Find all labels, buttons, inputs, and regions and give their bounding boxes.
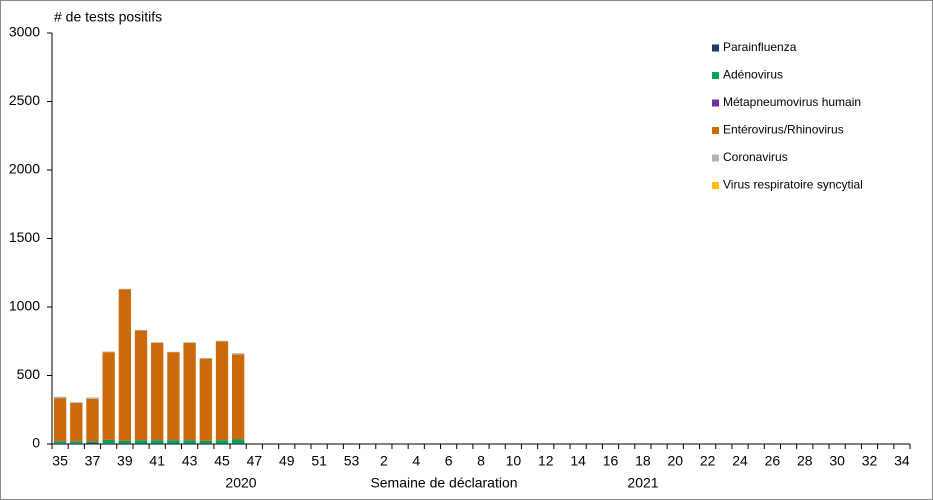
year-label: 2020 <box>225 475 256 491</box>
bar-segment <box>151 342 164 343</box>
bar-segment <box>183 342 196 343</box>
legend-swatch <box>712 44 719 52</box>
x-tick-label: 41 <box>149 453 165 469</box>
bar-segment <box>215 341 229 441</box>
y-axis-title: # de tests positifs <box>54 9 162 25</box>
x-tick-label: 39 <box>117 453 133 469</box>
bar-segment <box>167 440 180 444</box>
x-tick-label: 16 <box>603 453 619 469</box>
legend-label: Métapneumovirus humain <box>723 95 861 109</box>
bar-segment <box>118 288 132 290</box>
x-tick-label: 35 <box>52 453 68 469</box>
bar-segment <box>151 342 164 441</box>
bar-segment <box>53 441 67 444</box>
bar-segment <box>232 353 245 355</box>
x-tick-label: 20 <box>667 453 683 469</box>
x-tick-label: 12 <box>538 453 554 469</box>
legend-label: Parainfluenza <box>723 40 797 54</box>
x-tick-label: 24 <box>732 453 748 469</box>
y-tick-label: 0 <box>32 435 40 451</box>
y-tick-label: 1500 <box>9 229 40 245</box>
bar-segment <box>134 330 148 441</box>
bar-segment <box>151 440 164 444</box>
y-tick-label: 2000 <box>9 161 40 177</box>
x-tick-label: 45 <box>214 453 230 469</box>
x-tick-label: 2 <box>380 453 388 469</box>
x-tick-label: 14 <box>570 453 586 469</box>
x-tick-label: 26 <box>765 453 781 469</box>
bar-segment <box>215 340 229 342</box>
legend-swatch <box>712 127 719 134</box>
legend-label: Entérovirus/Rhinovirus <box>723 123 844 137</box>
bar-segment <box>70 441 83 444</box>
bar-segment <box>102 439 115 444</box>
x-tick-label: 51 <box>311 453 327 469</box>
y-tick-label: 2500 <box>9 92 40 108</box>
bar-segment <box>86 441 99 443</box>
y-tick-label: 1000 <box>9 298 40 314</box>
x-tick-label: 8 <box>477 453 485 469</box>
x-tick-label: 10 <box>506 453 522 469</box>
y-tick-label: 500 <box>17 366 41 382</box>
bar-segment <box>86 398 99 442</box>
x-tick-label: 32 <box>862 453 878 469</box>
bar-segment <box>53 398 67 442</box>
x-tick-label: 4 <box>412 453 420 469</box>
bar-segment <box>183 440 196 444</box>
x-tick-label: 22 <box>700 453 716 469</box>
bar-segment <box>199 358 212 441</box>
y-tick-label: 3000 <box>9 24 40 40</box>
x-tick-label: 47 <box>247 453 263 469</box>
bar-segment <box>70 402 83 403</box>
legend-label: Adénovirus <box>723 68 783 82</box>
bar-segment <box>102 352 115 440</box>
bar-segment <box>232 354 245 440</box>
bar-segment <box>167 351 180 353</box>
year-label: 2021 <box>627 475 658 491</box>
bar-segment <box>86 397 99 399</box>
bar-segment <box>118 440 132 444</box>
bar-segment <box>70 402 83 442</box>
bar-segment <box>86 442 99 444</box>
x-tick-label: 37 <box>85 453 101 469</box>
legend-swatch <box>712 72 719 79</box>
bar-segment <box>53 396 67 399</box>
bar-segment <box>199 440 212 444</box>
legend-swatch <box>712 182 719 189</box>
x-tick-label: 49 <box>279 453 295 469</box>
x-axis-title: Semaine de déclaration <box>370 475 517 491</box>
x-tick-label: 30 <box>829 453 845 469</box>
x-tick-label: 43 <box>182 453 198 469</box>
bar-segment <box>183 342 196 441</box>
bar-segment <box>53 443 67 444</box>
bar-segment <box>102 443 115 444</box>
bar-segment <box>215 440 229 444</box>
legend-label: Coronavirus <box>723 150 788 164</box>
bar-segment <box>199 357 212 359</box>
bar-segment <box>102 351 115 353</box>
x-tick-label: 28 <box>797 453 813 469</box>
legend-swatch <box>712 99 719 107</box>
x-tick-label: 53 <box>344 453 360 469</box>
legend-label: Virus respiratoire syncytial <box>723 178 863 192</box>
bar-segment <box>134 440 148 444</box>
bar-segment <box>167 352 180 441</box>
bar-segment <box>118 289 132 441</box>
legend-swatch <box>712 154 719 162</box>
x-tick-label: 34 <box>894 453 910 469</box>
x-tick-label: 6 <box>445 453 453 469</box>
x-tick-label: 18 <box>635 453 651 469</box>
bar-segment <box>70 443 83 444</box>
bar-segment <box>134 329 148 331</box>
bar-segment <box>232 439 245 444</box>
